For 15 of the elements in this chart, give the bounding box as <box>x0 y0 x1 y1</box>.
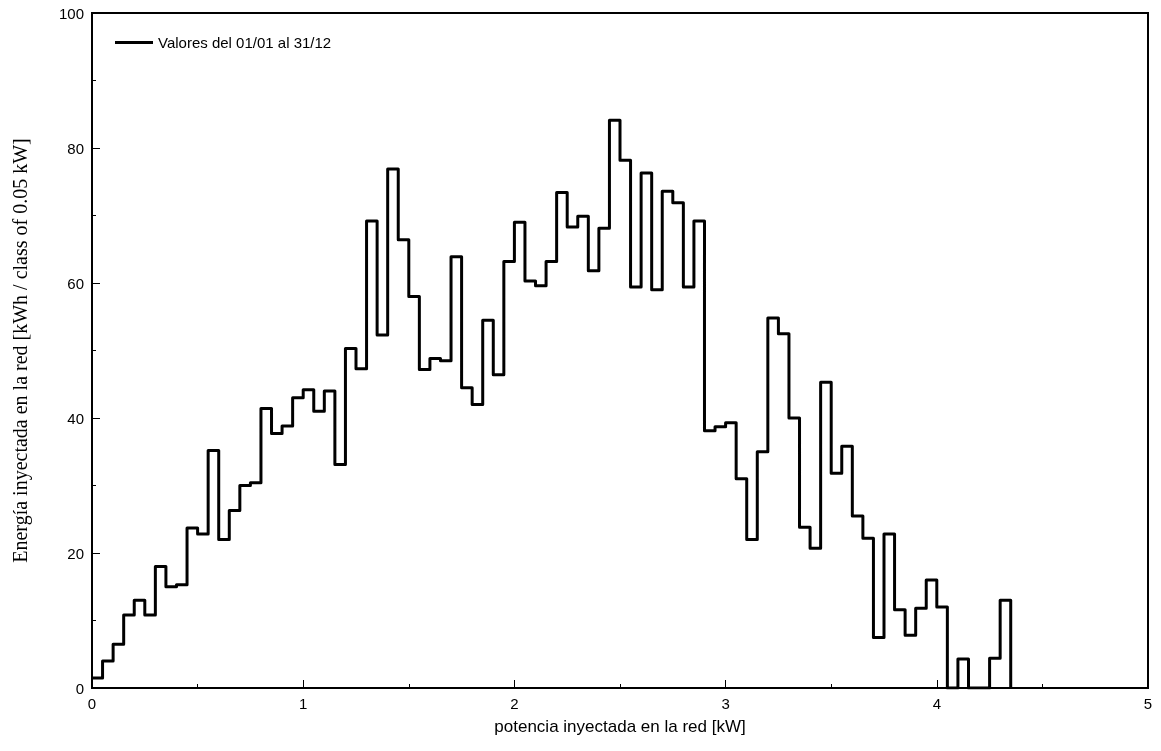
y-tick-label: 0 <box>75 679 84 697</box>
x-axis-title: potencia inyectada en la red [kW] <box>494 717 746 736</box>
y-tick-label: 80 <box>67 139 84 157</box>
y-axis-title: Energía inyectada en la red [kWh / class of 0.05 kW] <box>9 138 32 563</box>
x-tick-label: 4 <box>932 695 941 712</box>
x-tick-label: 5 <box>1143 695 1153 712</box>
y-tick-label: 100 <box>58 4 84 22</box>
y-tick-label: 20 <box>67 544 84 562</box>
x-tick-label: 3 <box>721 695 730 712</box>
legend-label: Valores del 01/01 al 31/12 <box>158 34 332 51</box>
y-tick-label: 40 <box>67 409 84 427</box>
x-tick-label: 0 <box>87 695 97 712</box>
x-tick-label: 1 <box>299 695 308 712</box>
y-tick-label: 60 <box>67 274 84 292</box>
x-tick-label: 2 <box>510 695 519 712</box>
